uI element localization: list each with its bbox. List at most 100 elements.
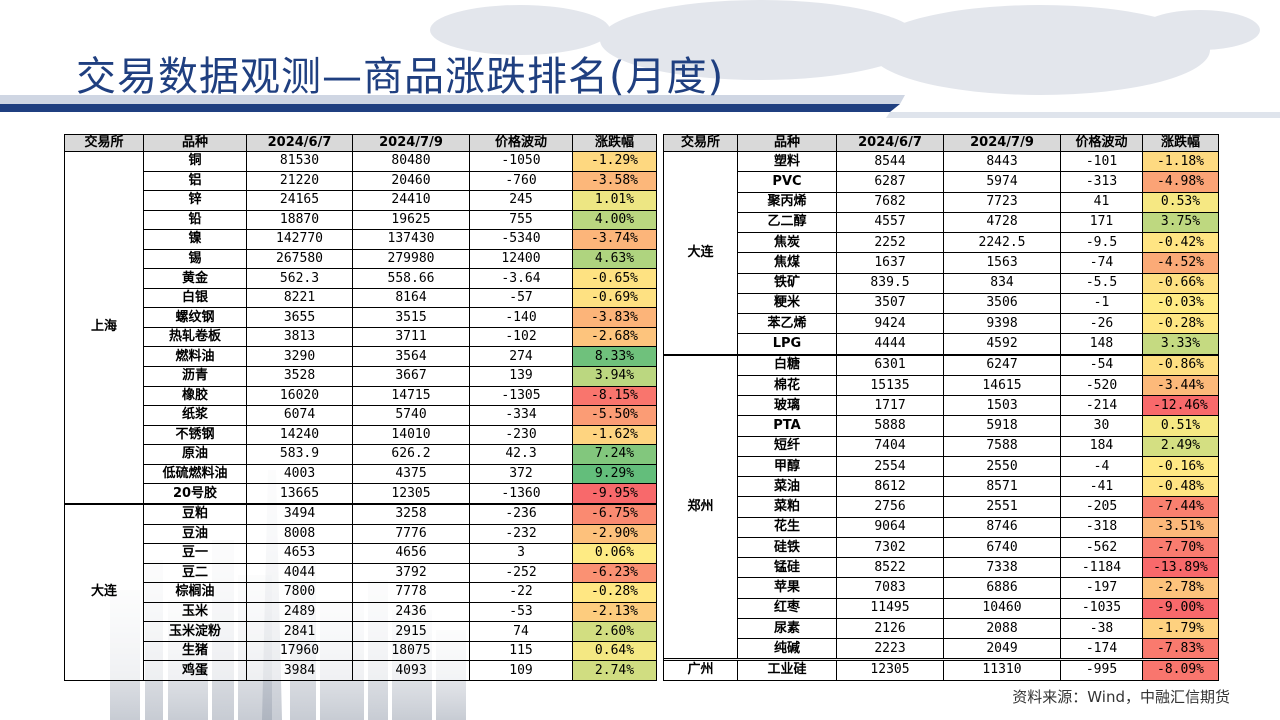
- header-date1: 2024/6/7: [836, 134, 944, 152]
- table-row: 鸡蛋 3984 4093 109 2.74%: [65, 660, 657, 681]
- header-price-change: 价格波动: [469, 134, 573, 152]
- price-date1-cell: 7083: [836, 577, 944, 599]
- price-date2-cell: 4728: [943, 211, 1061, 234]
- variety-cell: 苯乙烯: [737, 312, 837, 335]
- variety-cell: 铅: [143, 209, 247, 231]
- table-row: 铝 21220 20460 -760 -3.58%: [65, 170, 657, 192]
- price-date1-cell: 2126: [836, 617, 944, 640]
- pct-change-cell: -1.79%: [1142, 617, 1219, 640]
- price-change-cell: -41: [1060, 476, 1143, 498]
- price-date2-cell: 5918: [943, 415, 1061, 437]
- price-date1-cell: 583.9: [246, 444, 353, 465]
- variety-cell: 豆油: [143, 523, 247, 545]
- exchange-cell: 大连: [663, 151, 738, 355]
- variety-cell: 短纤: [737, 435, 837, 457]
- price-change-cell: -5340: [469, 229, 573, 250]
- price-date2-cell: 6886: [943, 577, 1061, 599]
- price-change-cell: -520: [1060, 374, 1143, 397]
- price-date2-cell: 14010: [352, 424, 470, 446]
- price-change-cell: -252: [469, 562, 573, 584]
- variety-cell: 不锈钢: [143, 424, 247, 446]
- pct-change-cell: -4.52%: [1142, 252, 1219, 274]
- variety-cell: 低硫燃料油: [143, 463, 247, 485]
- variety-cell: 玻璃: [737, 395, 837, 417]
- price-change-cell: -26: [1060, 312, 1143, 335]
- price-change-cell: 42.3: [469, 444, 573, 465]
- pct-change-cell: -0.65%: [572, 268, 657, 289]
- pct-change-cell: -3.58%: [572, 170, 657, 192]
- price-date1-cell: 3507: [836, 292, 944, 315]
- price-date2-cell: 8443: [943, 150, 1061, 173]
- price-change-cell: 115: [469, 640, 573, 662]
- header-date2: 2024/7/9: [943, 134, 1061, 152]
- pct-change-cell: -5.50%: [572, 405, 657, 426]
- price-date1-cell: 1637: [836, 252, 944, 274]
- price-date1-cell: 839.5: [836, 272, 944, 294]
- header-variety: 品种: [737, 134, 837, 152]
- table-row: 红枣 11495 10460 -1035 -9.00%: [664, 597, 1219, 619]
- header-exchange: 交易所: [64, 134, 144, 152]
- table-row: 硅铁 7302 6740 -562 -7.70%: [664, 536, 1219, 559]
- pct-change-cell: -2.78%: [1142, 577, 1219, 599]
- price-change-cell: -1360: [469, 483, 573, 504]
- pct-change-cell: -3.44%: [1142, 374, 1219, 397]
- price-date1-cell: 2489: [246, 601, 353, 623]
- pct-change-cell: -3.83%: [572, 307, 657, 328]
- variety-cell: 鸡蛋: [143, 660, 247, 681]
- exchange-cell: 上海: [64, 151, 144, 504]
- price-change-cell: -334: [469, 405, 573, 426]
- price-date2-cell: 834: [943, 272, 1061, 294]
- variety-cell: PTA: [737, 415, 837, 437]
- price-change-cell: -318: [1060, 516, 1143, 538]
- pct-change-cell: 0.06%: [572, 543, 657, 564]
- price-date2-cell: 8571: [943, 476, 1061, 498]
- price-date2-cell: 626.2: [352, 444, 470, 465]
- pct-change-cell: -12.46%: [1142, 395, 1219, 417]
- table-row: 橡胶 16020 14715 -1305 -8.15%: [65, 385, 657, 407]
- price-date2-cell: 3667: [352, 366, 470, 387]
- table-row: 棕榈油 7800 7778 -22 -0.28%: [65, 582, 657, 603]
- price-change-cell: -230: [469, 424, 573, 446]
- price-date1-cell: 8008: [246, 523, 353, 545]
- pct-change-cell: -7.70%: [1142, 536, 1219, 559]
- price-date1-cell: 6074: [246, 405, 353, 426]
- price-date1-cell: 9424: [836, 312, 944, 335]
- price-change-cell: -174: [1060, 638, 1143, 660]
- price-change-cell: 12400: [469, 248, 573, 270]
- price-date2-cell: 2242.5: [943, 231, 1061, 254]
- price-date2-cell: 7778: [352, 582, 470, 603]
- price-change-cell: 3: [469, 543, 573, 564]
- pct-change-cell: -7.44%: [1142, 496, 1219, 518]
- price-date2-cell: 4093: [352, 660, 470, 681]
- price-date2-cell: 3792: [352, 562, 470, 584]
- price-date1-cell: 5888: [836, 415, 944, 437]
- variety-cell: 菜粕: [737, 496, 837, 518]
- price-date2-cell: 11310: [943, 659, 1061, 682]
- pct-change-cell: -2.68%: [572, 326, 657, 348]
- price-date1-cell: 7302: [836, 536, 944, 559]
- header-variety: 品种: [143, 134, 247, 152]
- pct-change-cell: 2.49%: [1142, 435, 1219, 457]
- price-date1-cell: 4444: [836, 333, 944, 355]
- price-date2-cell: 80480: [352, 151, 470, 172]
- variety-cell: 焦炭: [737, 231, 837, 254]
- price-date1-cell: 81530: [246, 151, 353, 172]
- price-date2-cell: 6247: [943, 354, 1061, 376]
- table-row: 纸浆 6074 5740 -334 -5.50%: [65, 405, 657, 426]
- table-header-row: 交易所 品种 2024/6/7 2024/7/9 价格波动 涨跌幅: [64, 134, 657, 152]
- table-row: 焦炭 2252 2242.5 -9.5 -0.42%: [664, 231, 1219, 254]
- table-row: 粳米 3507 3506 -1 -0.03%: [664, 292, 1219, 315]
- price-date2-cell: 2550: [943, 455, 1061, 478]
- pct-change-cell: 1.01%: [572, 190, 657, 211]
- header-price-change: 价格波动: [1060, 134, 1143, 152]
- price-change-cell: 139: [469, 366, 573, 387]
- variety-cell: 甲醇: [737, 455, 837, 478]
- table-row: 20号胶 13665 12305 -1360 -9.95%: [65, 483, 657, 504]
- price-date1-cell: 7800: [246, 582, 353, 603]
- header-date2: 2024/7/9: [352, 134, 470, 152]
- source-note: 资料来源：Wind，中融汇信期货: [1012, 688, 1230, 706]
- price-date1-cell: 13665: [246, 483, 353, 504]
- variety-cell: 黄金: [143, 268, 247, 289]
- variety-cell: 豆二: [143, 562, 247, 584]
- pct-change-cell: 3.94%: [572, 366, 657, 387]
